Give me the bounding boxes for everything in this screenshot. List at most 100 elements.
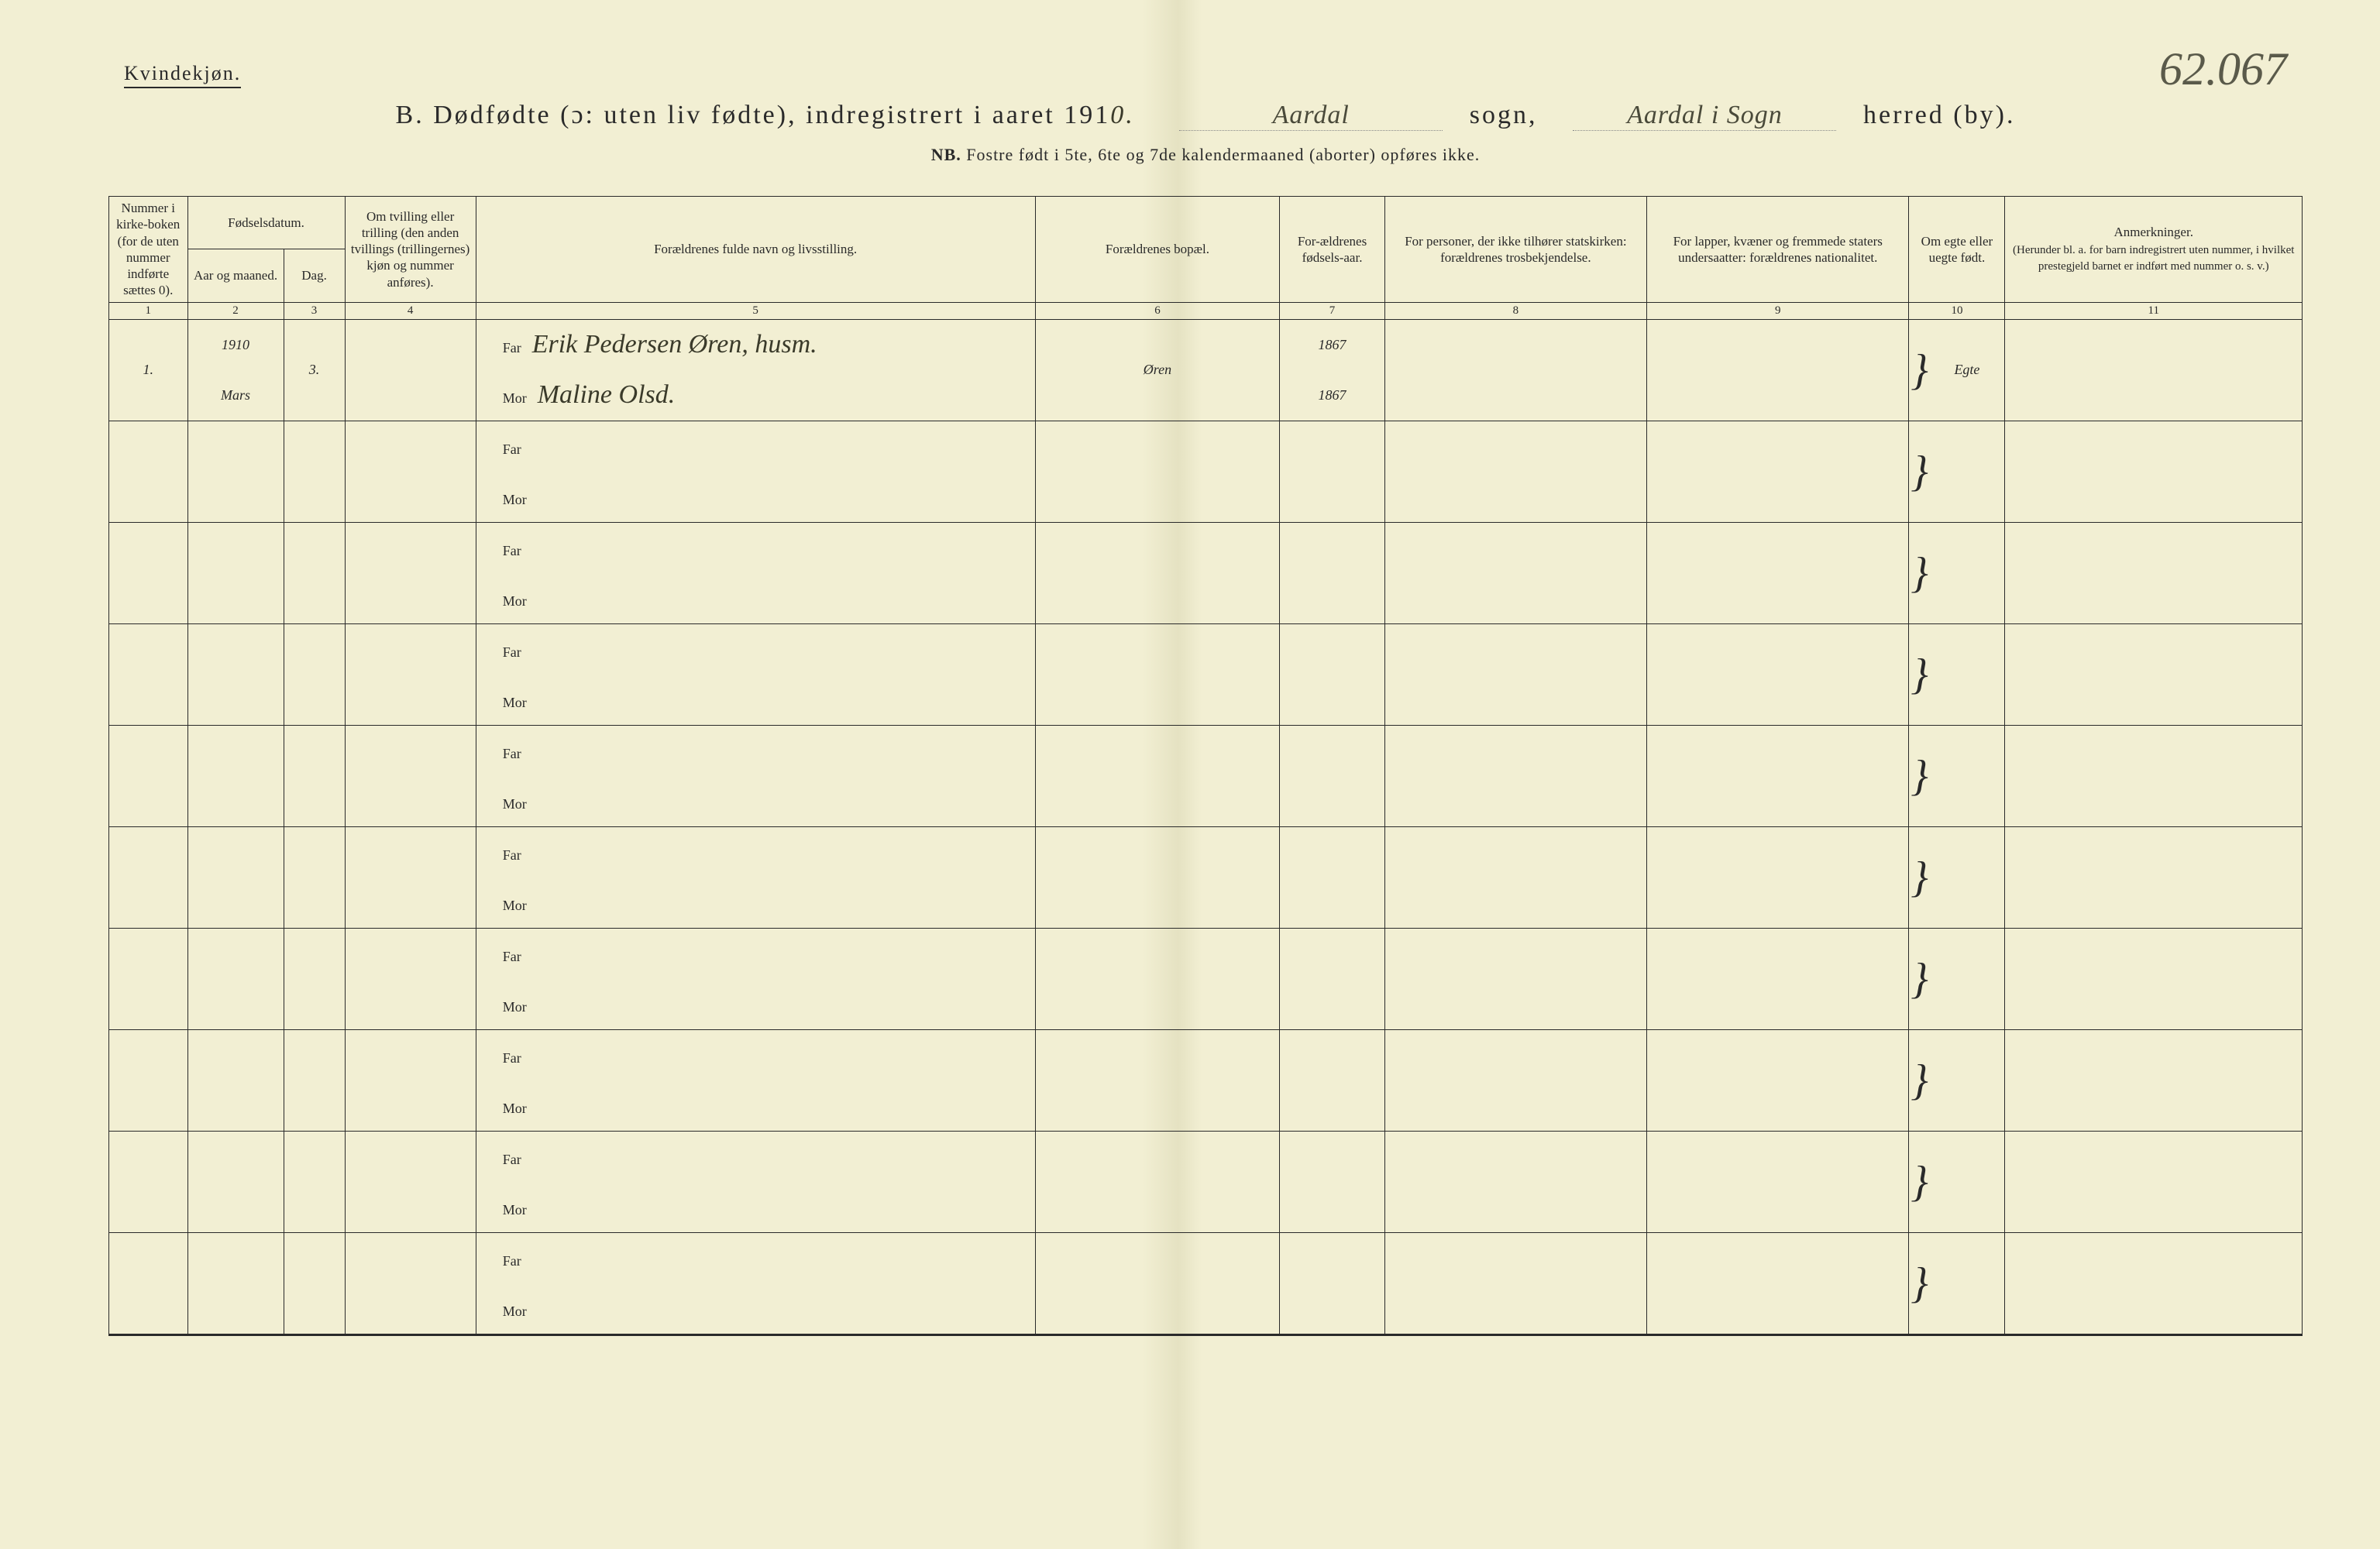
- cell-twin: [345, 522, 476, 623]
- col-header-2-group: Fødselsdatum.: [187, 197, 345, 249]
- table-row: Far: [109, 725, 2303, 776]
- cell-bopel: [1035, 725, 1280, 826]
- cell-year: [187, 1029, 284, 1080]
- cell-father: Far: [476, 1131, 1035, 1182]
- cell-far-year: [1280, 1131, 1384, 1182]
- table-header: Nummer i kirke-boken (for de uten nummer…: [109, 197, 2303, 320]
- subtitle-text: Fostre født i 5te, 6te og 7de kalenderma…: [966, 145, 1480, 164]
- cell-month: [187, 472, 284, 523]
- colnum: 7: [1280, 302, 1384, 319]
- table-row: 1.19103.FarErik Pedersen Øren, husm.Øren…: [109, 319, 2303, 370]
- cell-nat: [1647, 522, 1909, 623]
- page-subtitle: NB. Fostre født i 5te, 6te og 7de kalend…: [108, 145, 2303, 165]
- cell-anm: [2005, 725, 2303, 826]
- cell-bopel: Øren: [1035, 319, 1280, 421]
- cell-mother: Mor: [476, 776, 1035, 827]
- mother-label: Mor: [503, 999, 527, 1015]
- cell-anm: [2005, 826, 2303, 928]
- father-label: Far: [503, 543, 521, 558]
- cell-nat: [1647, 1232, 1909, 1334]
- cell-mother: Mor: [476, 573, 1035, 624]
- colnum: 6: [1035, 302, 1280, 319]
- col-header-2b: Dag.: [284, 249, 345, 302]
- cell-far-year: [1280, 826, 1384, 878]
- cell-nat: [1647, 319, 1909, 421]
- cell-mor-year: [1280, 573, 1384, 624]
- cell-bopel: [1035, 1029, 1280, 1131]
- cell-num: [109, 928, 188, 1029]
- cell-far-year: [1280, 623, 1384, 675]
- cell-twin: [345, 1131, 476, 1232]
- cell-bopel: [1035, 826, 1280, 928]
- colnum: 5: [476, 302, 1035, 319]
- cell-mor-year: [1280, 776, 1384, 827]
- mother-label: Mor: [503, 695, 527, 710]
- cell-mother: Mor: [476, 878, 1035, 929]
- cell-mor-year: [1280, 878, 1384, 929]
- cell-father: Far: [476, 522, 1035, 573]
- cell-day: [284, 522, 345, 623]
- cell-far-year: [1280, 522, 1384, 573]
- cell-tros: [1384, 928, 1646, 1029]
- cell-twin: [345, 319, 476, 421]
- cell-year: [187, 826, 284, 878]
- cell-day: [284, 421, 345, 522]
- title-prefix: B. Dødfødte (ɔ: uten liv fødte), indregi…: [396, 101, 1111, 129]
- cell-father: Far: [476, 928, 1035, 979]
- table-row: Far: [109, 928, 2303, 979]
- colnum: 2: [187, 302, 284, 319]
- cell-nat: [1647, 623, 1909, 725]
- cell-tros: [1384, 1131, 1646, 1232]
- cell-tros: [1384, 1029, 1646, 1131]
- nb-label: NB.: [931, 145, 961, 164]
- cell-day: 3.: [284, 319, 345, 421]
- ledger-table: Nummer i kirke-boken (for de uten nummer…: [108, 196, 2303, 1336]
- cell-far-year: [1280, 1029, 1384, 1080]
- cell-far-year: [1280, 725, 1384, 776]
- cell-twin: [345, 1029, 476, 1131]
- table-row: Far: [109, 421, 2303, 472]
- cell-egte: [1909, 522, 2005, 623]
- cell-egte: [1909, 826, 2005, 928]
- cell-num: [109, 725, 188, 826]
- cell-father: Far: [476, 826, 1035, 878]
- parish-label: sogn,: [1470, 101, 1538, 129]
- colnum: 9: [1647, 302, 1909, 319]
- cell-egte: [1909, 1029, 2005, 1131]
- col-header-8: For personer, der ikke tilhører statskir…: [1384, 197, 1646, 303]
- cell-twin: [345, 725, 476, 826]
- cell-day: [284, 1232, 345, 1334]
- cell-father: Far: [476, 1232, 1035, 1283]
- cell-num: [109, 1131, 188, 1232]
- mother-label: Mor: [503, 492, 527, 507]
- parish-fill: Aardal: [1179, 101, 1443, 131]
- cell-tros: [1384, 421, 1646, 522]
- cell-year: [187, 1131, 284, 1182]
- cell-bopel: [1035, 928, 1280, 1029]
- cell-egte: [1909, 928, 2005, 1029]
- col-header-11-title: Anmerkninger.: [2114, 225, 2193, 239]
- cell-mor-year: 1867: [1280, 370, 1384, 421]
- cell-day: [284, 623, 345, 725]
- colnum: 8: [1384, 302, 1646, 319]
- mother-value: Maline Olsd.: [538, 380, 676, 409]
- cell-year: [187, 522, 284, 573]
- cell-month: [187, 1182, 284, 1233]
- cell-mor-year: [1280, 1182, 1384, 1233]
- cell-num: [109, 826, 188, 928]
- col-header-11: Anmerkninger. (Herunder bl. a. for barn …: [2005, 197, 2303, 303]
- table-row: Far: [109, 623, 2303, 675]
- district-fill: Aardal i Sogn: [1573, 101, 1836, 131]
- cell-mother: Mor: [476, 675, 1035, 726]
- cell-month: [187, 979, 284, 1030]
- cell-bopel: [1035, 623, 1280, 725]
- father-value: Erik Pedersen Øren, husm.: [532, 330, 817, 359]
- cell-mother: Mor: [476, 1283, 1035, 1335]
- mother-label: Mor: [503, 593, 527, 609]
- mother-label: Mor: [503, 1303, 527, 1319]
- colnum: 3: [284, 302, 345, 319]
- col-header-7: For-ældrenes fødsels-aar.: [1280, 197, 1384, 303]
- cell-day: [284, 928, 345, 1029]
- cell-egte: [1909, 1131, 2005, 1232]
- table-row: Far: [109, 1232, 2303, 1283]
